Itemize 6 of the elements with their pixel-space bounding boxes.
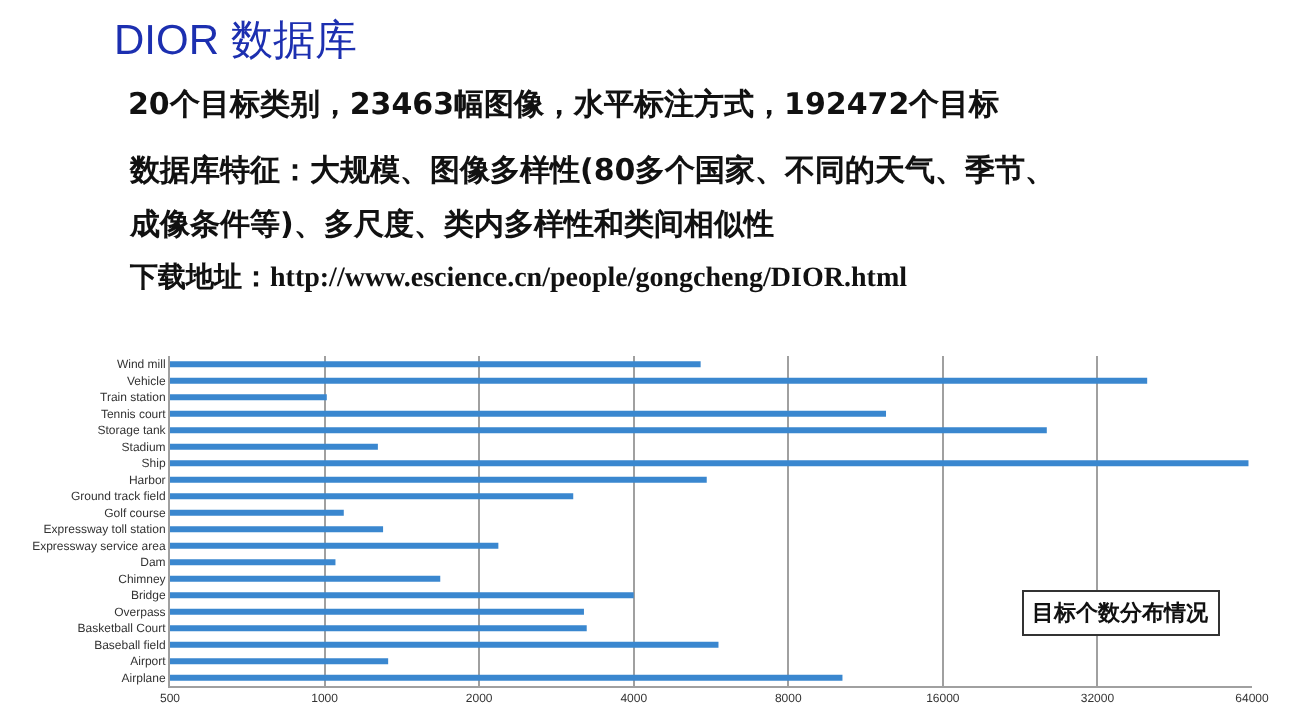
text: 数据库特征：大规模、图像多样性(80多个国家、不同的天气、季节、 — [128, 152, 1056, 188]
annotation: 目标个数分布情况 — [1032, 600, 1210, 626]
text: 成像条件等)、多尺度、类内多样性和类间相似性 — [128, 206, 774, 242]
text: 下载地址：http://www.escience.cn/people/gongcheng/DIOR.html — [128, 262, 908, 294]
text: 20个目标类别，23463幅图像，水平标注方式，192472个目标 — [128, 86, 1000, 122]
chart-title: DIOR 数据库 — [114, 18, 357, 64]
